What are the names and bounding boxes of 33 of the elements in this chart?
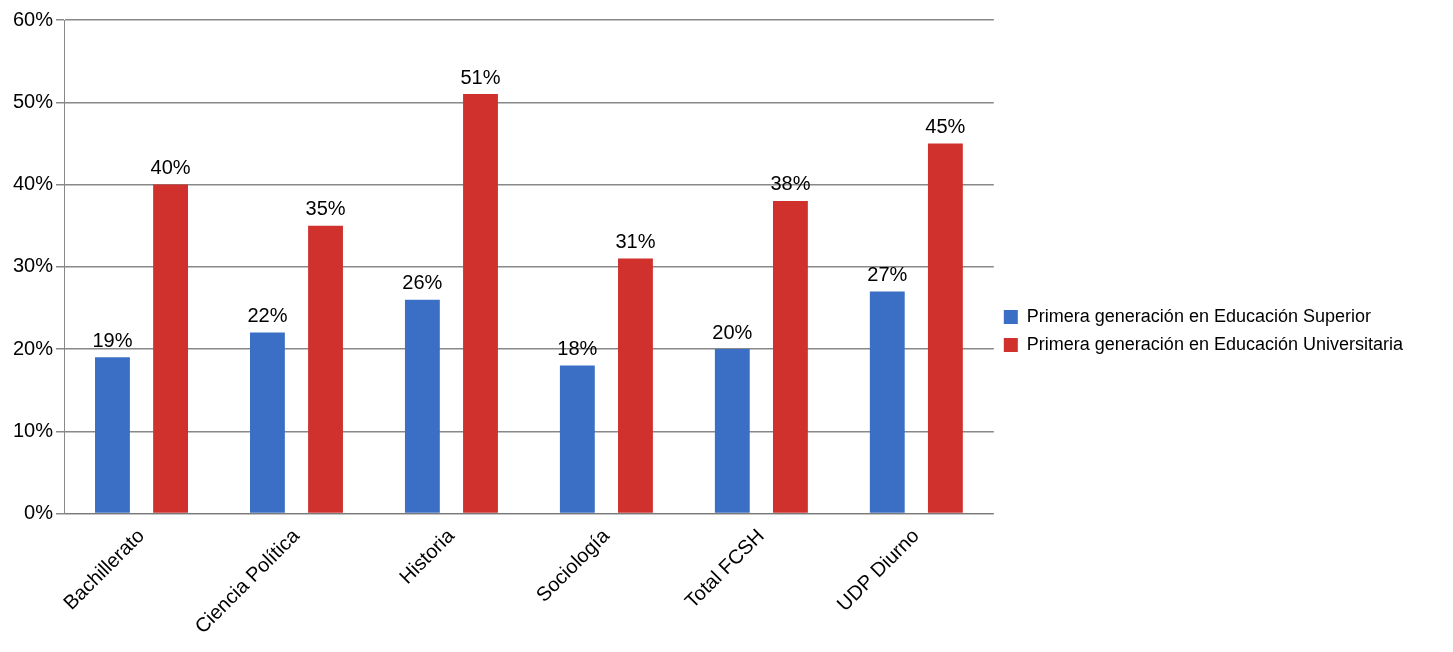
- y-tick-label: 0%: [24, 501, 54, 524]
- bar: [927, 143, 963, 513]
- bar: [153, 184, 188, 513]
- y-tick-label: 40%: [13, 172, 54, 195]
- bar: [308, 225, 343, 513]
- data-label: 19%: [92, 328, 133, 351]
- bar: [772, 200, 808, 513]
- data-label: 51%: [460, 65, 501, 88]
- data-label: 40%: [150, 156, 191, 179]
- bar: [249, 332, 285, 513]
- y-tick-label: 60%: [13, 7, 54, 30]
- legend-label: Primera generación en Educación Universitaria: [1026, 333, 1404, 354]
- data-label: 27%: [867, 262, 908, 285]
- bar: [714, 349, 750, 513]
- bar: [95, 357, 130, 513]
- data-label: 18%: [557, 337, 598, 360]
- bar: [618, 258, 653, 513]
- legend-label: Primera generación en Educación Superior: [1026, 305, 1372, 326]
- bar: [404, 299, 440, 513]
- data-label: 22%: [247, 304, 288, 327]
- data-label: 26%: [402, 271, 443, 294]
- bar: [463, 94, 498, 513]
- data-label: 45%: [925, 114, 966, 137]
- data-label: 35%: [305, 197, 346, 220]
- bar: [869, 291, 905, 513]
- data-label: 31%: [615, 230, 656, 253]
- data-label: 20%: [712, 320, 753, 343]
- data-label: 38%: [770, 172, 811, 195]
- y-tick-label: 50%: [13, 89, 54, 112]
- y-tick-label: 20%: [13, 336, 54, 359]
- y-tick-label: 30%: [13, 254, 54, 277]
- bar: [559, 365, 595, 513]
- y-tick-label: 10%: [13, 418, 54, 441]
